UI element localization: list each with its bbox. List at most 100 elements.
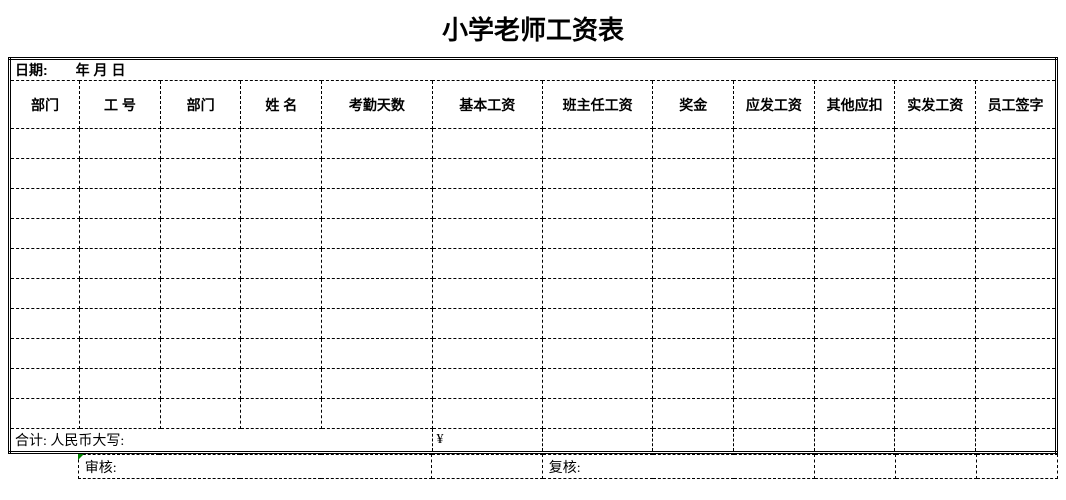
cell bbox=[542, 369, 652, 399]
cell bbox=[895, 279, 976, 309]
cell bbox=[895, 129, 976, 159]
cell bbox=[241, 159, 322, 189]
table-row bbox=[10, 309, 1057, 339]
col-header-1: 工 号 bbox=[80, 81, 161, 129]
total-cell bbox=[734, 429, 815, 453]
cell bbox=[895, 309, 976, 339]
cell bbox=[322, 249, 432, 279]
cell bbox=[432, 159, 542, 189]
table-row bbox=[10, 189, 1057, 219]
cell bbox=[10, 369, 80, 399]
table-row bbox=[10, 159, 1057, 189]
cell bbox=[160, 129, 241, 159]
cell bbox=[241, 399, 322, 429]
cell bbox=[653, 279, 734, 309]
cell bbox=[241, 219, 322, 249]
table-row bbox=[10, 249, 1057, 279]
cell bbox=[734, 369, 815, 399]
cell bbox=[814, 219, 895, 249]
cell bbox=[814, 249, 895, 279]
cell bbox=[976, 159, 1057, 189]
cell bbox=[976, 219, 1057, 249]
footer-blank-2 bbox=[815, 455, 896, 479]
cell bbox=[814, 369, 895, 399]
cell bbox=[976, 339, 1057, 369]
table-row bbox=[10, 369, 1057, 399]
total-label: 合计: 人民币大写: bbox=[10, 429, 433, 453]
cell bbox=[895, 159, 976, 189]
cell bbox=[734, 159, 815, 189]
cell bbox=[976, 249, 1057, 279]
currency-symbol: ¥ bbox=[432, 429, 542, 453]
page-title: 小学老师工资表 bbox=[8, 10, 1058, 47]
salary-table: 日期: 年 月 日部门工 号部门姓 名考勤天数基本工资班主任工资奖金应发工资其他… bbox=[8, 57, 1058, 454]
cell bbox=[322, 279, 432, 309]
col-header-6: 班主任工资 bbox=[542, 81, 652, 129]
footer-spacer bbox=[8, 455, 78, 479]
cell bbox=[10, 279, 80, 309]
cell bbox=[814, 129, 895, 159]
cell-marker-icon bbox=[78, 454, 84, 460]
cell bbox=[80, 399, 161, 429]
cell bbox=[976, 189, 1057, 219]
cell bbox=[160, 189, 241, 219]
cell bbox=[241, 309, 322, 339]
col-header-5: 基本工资 bbox=[432, 81, 542, 129]
cell bbox=[160, 249, 241, 279]
cell bbox=[653, 399, 734, 429]
col-header-2: 部门 bbox=[160, 81, 241, 129]
audit-cell: 审核: bbox=[78, 455, 431, 479]
cell bbox=[976, 279, 1057, 309]
cell bbox=[542, 249, 652, 279]
table-row bbox=[10, 339, 1057, 369]
cell bbox=[160, 309, 241, 339]
col-header-3: 姓 名 bbox=[241, 81, 322, 129]
cell bbox=[734, 339, 815, 369]
cell bbox=[80, 279, 161, 309]
cell bbox=[432, 279, 542, 309]
cell bbox=[322, 399, 432, 429]
table-row bbox=[10, 129, 1057, 159]
footer-blank-1 bbox=[432, 455, 543, 479]
cell bbox=[241, 129, 322, 159]
cell bbox=[80, 369, 161, 399]
cell bbox=[241, 369, 322, 399]
col-header-0: 部门 bbox=[10, 81, 80, 129]
cell bbox=[432, 129, 542, 159]
cell bbox=[10, 159, 80, 189]
cell bbox=[653, 369, 734, 399]
total-cell bbox=[542, 429, 652, 453]
cell bbox=[895, 399, 976, 429]
cell bbox=[160, 279, 241, 309]
cell bbox=[10, 129, 80, 159]
cell bbox=[814, 279, 895, 309]
cell bbox=[80, 249, 161, 279]
cell bbox=[542, 309, 652, 339]
cell bbox=[80, 129, 161, 159]
cell bbox=[734, 189, 815, 219]
cell bbox=[542, 279, 652, 309]
cell bbox=[976, 309, 1057, 339]
cell bbox=[241, 189, 322, 219]
cell bbox=[734, 249, 815, 279]
cell bbox=[160, 219, 241, 249]
cell bbox=[653, 249, 734, 279]
cell bbox=[895, 219, 976, 249]
cell bbox=[322, 219, 432, 249]
cell bbox=[241, 249, 322, 279]
cell bbox=[160, 339, 241, 369]
cell bbox=[10, 309, 80, 339]
cell bbox=[653, 129, 734, 159]
footer-blank-3 bbox=[896, 455, 977, 479]
cell bbox=[80, 189, 161, 219]
col-header-4: 考勤天数 bbox=[322, 81, 432, 129]
review-cell: 复核: bbox=[542, 455, 815, 479]
table-row bbox=[10, 219, 1057, 249]
footer-table: 审核: 复核: bbox=[8, 454, 1058, 479]
cell bbox=[895, 369, 976, 399]
cell bbox=[241, 339, 322, 369]
cell bbox=[322, 159, 432, 189]
cell bbox=[653, 159, 734, 189]
cell bbox=[814, 309, 895, 339]
cell bbox=[653, 219, 734, 249]
